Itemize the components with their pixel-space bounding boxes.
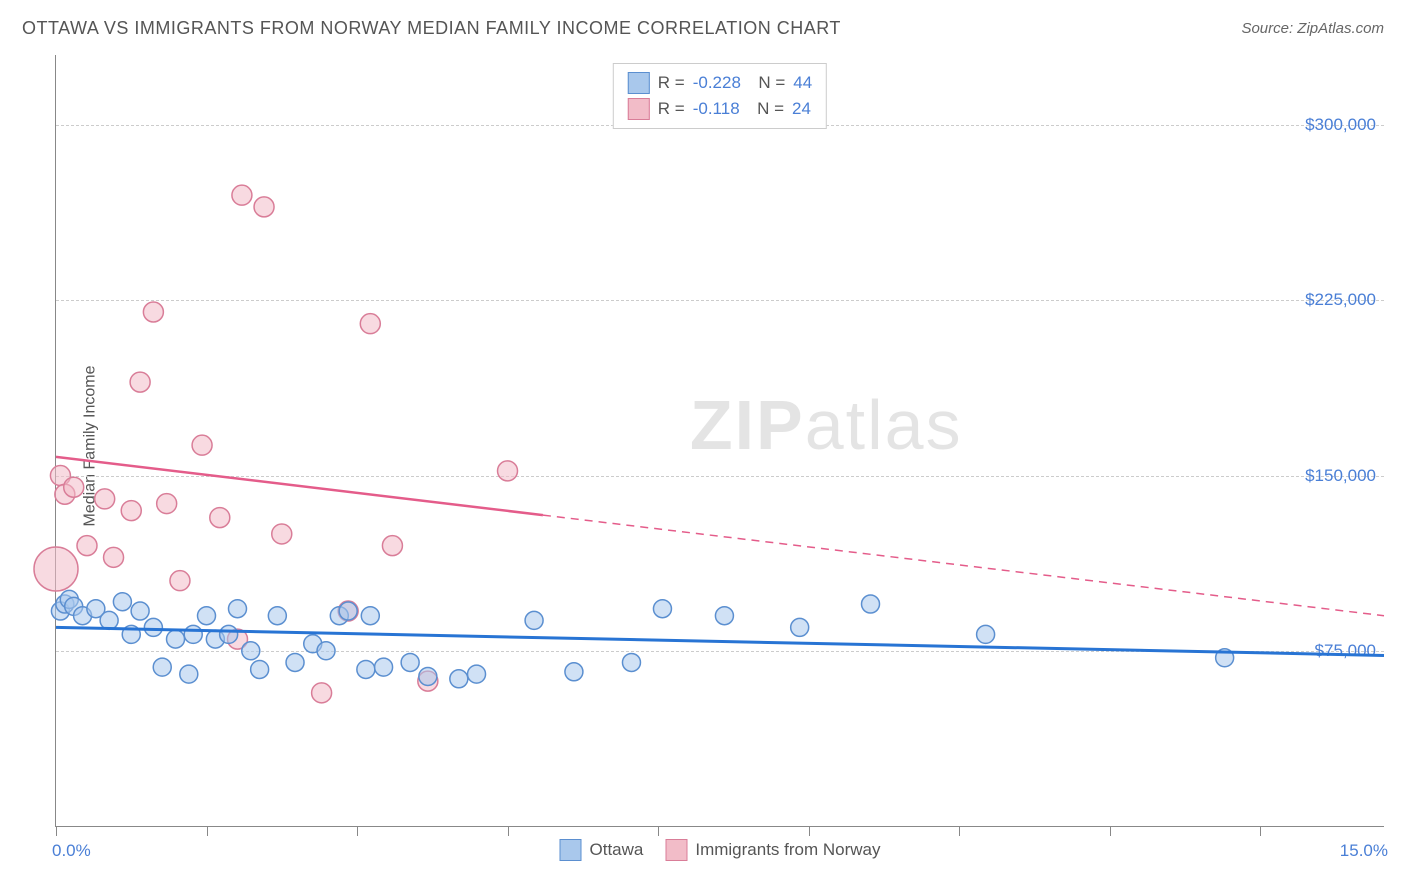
data-point: [525, 611, 543, 629]
legend-n-value-ottawa: 44: [793, 73, 812, 93]
data-point: [450, 670, 468, 688]
legend-swatch-icon: [665, 839, 687, 861]
data-point: [242, 642, 260, 660]
x-tick: [357, 826, 358, 836]
data-point: [143, 302, 163, 322]
data-point: [64, 477, 84, 497]
data-point: [232, 185, 252, 205]
x-tick: [1110, 826, 1111, 836]
data-point: [382, 536, 402, 556]
legend-item-ottawa: Ottawa: [560, 839, 644, 861]
legend-swatch-ottawa: [628, 72, 650, 94]
legend-r-value-ottawa: -0.228: [693, 73, 741, 93]
trend-line-dashed: [543, 515, 1384, 616]
data-point: [312, 683, 332, 703]
legend-label-norway: Immigrants from Norway: [695, 840, 880, 860]
data-point: [339, 602, 357, 620]
x-tick: [508, 826, 509, 836]
legend-n-label: N =: [748, 99, 784, 119]
data-point: [622, 653, 640, 671]
legend-n-label: N =: [749, 73, 785, 93]
chart-plot-area: ZIPatlas R = -0.228 N = 44 R = -0.118 N …: [55, 55, 1384, 827]
data-point: [198, 607, 216, 625]
legend-row-ottawa: R = -0.228 N = 44: [628, 70, 812, 96]
data-point: [104, 547, 124, 567]
data-point: [34, 547, 78, 591]
x-axis-min-label: 0.0%: [52, 841, 91, 861]
x-tick: [959, 826, 960, 836]
data-point: [401, 653, 419, 671]
legend-label-ottawa: Ottawa: [590, 840, 644, 860]
x-tick: [56, 826, 57, 836]
chart-title: OTTAWA VS IMMIGRANTS FROM NORWAY MEDIAN …: [22, 18, 841, 39]
data-point: [268, 607, 286, 625]
data-point: [419, 667, 437, 685]
data-point: [121, 501, 141, 521]
data-point: [357, 660, 375, 678]
data-point: [100, 611, 118, 629]
data-point: [77, 536, 97, 556]
data-point: [272, 524, 292, 544]
data-point: [653, 600, 671, 618]
data-point: [170, 571, 190, 591]
data-point: [361, 607, 379, 625]
data-point: [144, 618, 162, 636]
data-point: [130, 372, 150, 392]
data-point: [95, 489, 115, 509]
data-point: [286, 653, 304, 671]
data-point: [180, 665, 198, 683]
legend-r-label: R =: [658, 99, 685, 119]
x-tick: [1260, 826, 1261, 836]
data-point: [131, 602, 149, 620]
x-axis-max-label: 15.0%: [1340, 841, 1388, 861]
data-point: [360, 314, 380, 334]
chart-header: OTTAWA VS IMMIGRANTS FROM NORWAY MEDIAN …: [22, 18, 1384, 39]
legend-r-label: R =: [658, 73, 685, 93]
data-point: [192, 435, 212, 455]
legend-row-norway: R = -0.118 N = 24: [628, 96, 812, 122]
data-point: [565, 663, 583, 681]
legend-swatch-norway: [628, 98, 650, 120]
x-tick: [207, 826, 208, 836]
legend-n-value-norway: 24: [792, 99, 811, 119]
correlation-legend: R = -0.228 N = 44 R = -0.118 N = 24: [613, 63, 827, 129]
data-point: [317, 642, 335, 660]
x-tick: [658, 826, 659, 836]
data-point: [157, 494, 177, 514]
data-point: [715, 607, 733, 625]
chart-source: Source: ZipAtlas.com: [1241, 20, 1384, 37]
data-point: [184, 625, 202, 643]
data-point: [210, 508, 230, 528]
data-point: [375, 658, 393, 676]
data-point: [251, 660, 269, 678]
series-legend: Ottawa Immigrants from Norway: [560, 839, 881, 861]
data-point: [862, 595, 880, 613]
data-point: [228, 600, 246, 618]
legend-r-value-norway: -0.118: [693, 99, 740, 119]
scatter-svg: [56, 55, 1384, 826]
legend-item-norway: Immigrants from Norway: [665, 839, 880, 861]
x-tick: [809, 826, 810, 836]
legend-swatch-icon: [560, 839, 582, 861]
data-point: [498, 461, 518, 481]
data-point: [977, 625, 995, 643]
data-point: [254, 197, 274, 217]
data-point: [468, 665, 486, 683]
data-point: [113, 593, 131, 611]
data-point: [791, 618, 809, 636]
data-point: [153, 658, 171, 676]
data-point: [220, 625, 238, 643]
data-point: [167, 630, 185, 648]
